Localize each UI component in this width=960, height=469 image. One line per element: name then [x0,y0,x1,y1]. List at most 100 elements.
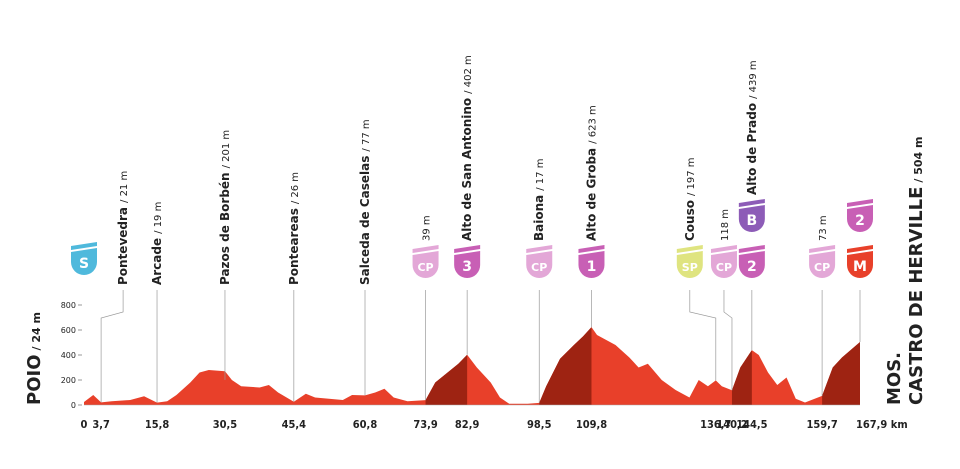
leader-line [723,290,733,391]
waypoint-elevation: / 77 m [361,119,372,151]
waypoint-name: Salceda de Caselas [358,156,372,285]
badge-text: 1 [587,259,597,275]
badge-text: B [747,213,758,229]
badge-flag [578,245,605,253]
waypoint-elevation: / 19 m [153,202,164,234]
waypoint-name: Alto de Groba [584,148,598,241]
start-name: POIO [24,355,45,406]
waypoint-elevation: / 21 m [119,171,130,203]
badge-text: SP [682,261,698,274]
waypoint-elevation: / 26 m [290,172,301,204]
badge [578,251,605,279]
x-tick-label: 82,9 [455,418,480,431]
waypoint-label: Alto de Groba / 623 m [584,105,598,241]
badge [526,251,553,279]
start-name: POIO / 24 m [24,312,45,405]
waypoint-name: Pazos de Borbén [218,172,232,285]
waypoint-label: Salceda de Caselas / 77 m [358,119,372,285]
badge [676,251,703,279]
waypoint-label: Baiona / 17 m [532,159,546,241]
y-tick-label: 200 [61,376,76,385]
finish-name: MOS. [884,352,905,405]
x-tick-label: 15,8 [145,418,170,431]
badge-text: CP [716,261,732,274]
x-tick-label: 73,9 [413,418,438,431]
badge-text: CP [814,261,830,274]
x-tick-label: 167,9 km [856,418,908,431]
badge [738,251,765,279]
x-tick-label: 30,5 [213,418,238,431]
waypoint-elevation: / 201 m [221,130,232,169]
badge [847,205,873,232]
badge-flag [847,245,873,253]
x-tick-label: 45,4 [282,418,307,431]
waypoint-name: Pontevedra [116,207,130,285]
badge [71,248,97,275]
y-tick-label: 800 [61,301,76,310]
leader-line [100,290,124,403]
waypoint-name: Couso [683,200,697,241]
badge-text: 2 [747,259,757,275]
waypoint-label: 73 m [818,215,829,241]
badge-text: CP [531,261,547,274]
badge [454,251,481,279]
badge-text: S [79,256,89,272]
waypoint-label: Pazos de Borbén / 201 m [218,130,232,285]
badge-text: 3 [462,259,472,275]
waypoint-label: Alto de Prado / 439 m [745,60,759,195]
waypoint-name: Baiona [532,195,546,241]
waypoint-elevation: 73 m [818,215,829,241]
waypoint-name: Alto de San Antonino [460,98,474,241]
badge [710,251,737,279]
badge-flag [738,199,765,207]
badge-flag [710,245,737,253]
badge-text: 2 [855,213,865,229]
badge-flag [526,245,553,253]
y-tick-label: 600 [61,326,76,335]
x-tick-label: 0 [81,418,88,431]
x-tick-label: 109,8 [576,418,607,431]
waypoint-label: Pontevedra / 21 m [116,171,130,285]
badge-flag [454,245,481,253]
waypoint-elevation: / 623 m [587,105,598,144]
climb-shade [539,327,592,405]
badge [738,205,765,233]
waypoint-elevation: 118 m [720,209,731,241]
y-tick-label: 0 [71,401,76,410]
waypoint-label: Ponteareas / 26 m [287,172,301,285]
badge-flag [809,245,836,253]
finish-name: CASTRO DE HERVILLE / 504 m [906,136,927,405]
badge-flag [71,242,97,250]
x-tick-label: 98,5 [527,418,552,431]
waypoint-label: Arcade / 19 m [150,202,164,285]
waypoint-name: Ponteareas [287,208,301,285]
badge [412,251,439,279]
badge-flag [676,245,703,253]
x-tick-label: 140,2 [716,418,747,431]
badge-flag [847,199,873,207]
badge-text: CP [417,261,433,274]
x-tick-label: 144,5 [736,418,767,431]
waypoint-label: Couso / 197 m [683,157,697,241]
x-tick-label: 159,7 [806,418,837,431]
badge [847,251,873,278]
profile-area [84,327,860,405]
climb-shade [425,327,468,405]
x-tick-label: 3,7 [92,418,110,431]
climb-shade [731,327,752,405]
waypoint-elevation: / 439 m [748,60,759,99]
waypoint-elevation: / 17 m [535,159,546,191]
leader-line [689,290,717,381]
waypoint-elevation: / 197 m [686,157,697,196]
x-tick-label: 60,8 [353,418,378,431]
y-tick-label: 400 [61,351,76,360]
waypoint-name: Alto de Prado [745,103,759,195]
waypoint-label: 39 m [422,215,433,241]
finish-elevation: / 504 m [912,136,925,182]
waypoint-name: Arcade [150,238,164,285]
start-elevation: / 24 m [30,312,43,350]
badge-flag [738,245,765,253]
waypoint-elevation: 39 m [422,215,433,241]
badge [809,251,836,279]
